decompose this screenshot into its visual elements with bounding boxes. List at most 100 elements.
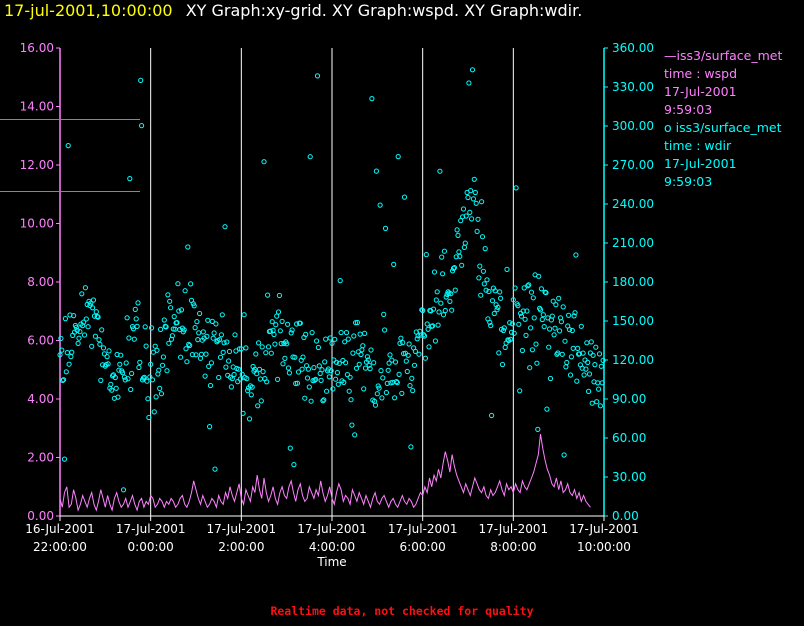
right-y-tick-label: 180.00 [612,275,654,289]
wdir-point [451,265,457,271]
wdir-point [463,213,469,219]
wdir-point [299,366,305,372]
wdir-point [212,466,218,472]
wdir-point [275,376,281,382]
wdir-point [182,288,188,294]
legend-divider [0,119,140,120]
wdir-point [295,369,302,375]
wdir-point [471,176,477,182]
wdir-point [482,246,488,252]
wdir-point [487,319,493,325]
wdir-point [337,278,343,284]
wdir-point [460,206,467,212]
wdir-point [149,377,156,383]
wdir-point [549,313,555,319]
wdir-point [479,234,486,240]
wdir-point [510,297,516,303]
wdir-point [453,254,459,260]
wdir-point [592,362,598,368]
wdir-point [515,303,521,309]
wdir-point [217,354,224,360]
wdir-point [164,368,170,374]
wdir-point [133,316,139,322]
wdir-point [544,406,550,412]
wdir-point [105,361,111,367]
wdir-point [203,351,209,357]
left-y-tick-label: 4.00 [27,392,54,406]
wdir-point [517,388,523,394]
wdir-point [523,332,529,338]
wdir-point [245,388,251,394]
wdir-point [275,309,282,315]
wdir-point [367,366,373,372]
wdir-point [207,382,214,389]
wdir-point [497,289,503,295]
wdir-point [372,402,379,408]
wdir-point [285,365,292,371]
wdir-point [309,330,315,336]
x-tick-date-label: 16-Jul-2001 [25,522,95,536]
wdir-point [137,359,143,365]
wdir-point [536,273,542,279]
wdir-point [246,416,253,422]
wdir-point [188,281,194,287]
wdir-point [553,302,559,308]
x-tick-time-label: 8:00:00 [490,540,536,554]
axes: 0.00 2.00 4.00 6.00 8.00 10.00 12.00 14.00 16.00… [20,41,654,569]
wdir-point [191,303,197,309]
wdir-point [125,376,131,382]
wdir-point [90,297,97,303]
wdir-point [472,189,478,196]
wdir-point [61,456,68,462]
wdir-point [109,387,115,393]
wdir-point [359,347,365,353]
wdir-point [264,379,270,385]
wdir-point [261,159,267,165]
wdir-point [415,333,421,339]
wdir-point [326,374,332,380]
wdir-point [550,298,556,304]
wdir-point [435,322,441,328]
wdir-point [138,77,144,84]
wdir-point [546,344,552,350]
wdir-point [393,379,399,385]
wdir-point [333,376,339,382]
wdir-point [321,397,327,403]
left-y-tick-label: 6.00 [27,334,54,348]
wdir-point [98,377,104,383]
wdir-point [217,337,223,343]
right-y-tick-label: 360.00 [612,41,654,55]
wdir-point [101,351,108,357]
wdir-point [358,351,364,358]
wdir-point [489,412,495,419]
wdir-point [211,330,217,336]
wdir-point [530,295,536,301]
wdir-point [400,340,406,346]
wdir-point [75,340,81,346]
wdir-point [83,316,89,322]
wdir-point [168,305,174,311]
wdir-point [349,422,355,428]
wdir-point [587,350,594,356]
wdir-point [277,328,283,334]
wdir-point [382,327,388,333]
wdir-point [420,307,426,314]
wdir-point [357,331,363,337]
wdir-point [311,365,317,371]
wdir-point [392,359,399,365]
wdir-point [170,326,176,332]
wdir-point [238,346,244,352]
wdir-point [144,378,150,384]
wdir-point [292,354,298,360]
wdir-point [433,297,439,303]
wdir-point [142,324,148,330]
wdir-point [254,371,260,377]
wdir-point [569,327,575,334]
wdir-point [104,354,110,360]
wdir-point [598,363,604,369]
wdir-point [305,366,311,372]
wdir-point [291,462,297,468]
wdir-point [236,366,242,372]
wdir-point [566,312,572,318]
wdir-point [284,341,290,347]
